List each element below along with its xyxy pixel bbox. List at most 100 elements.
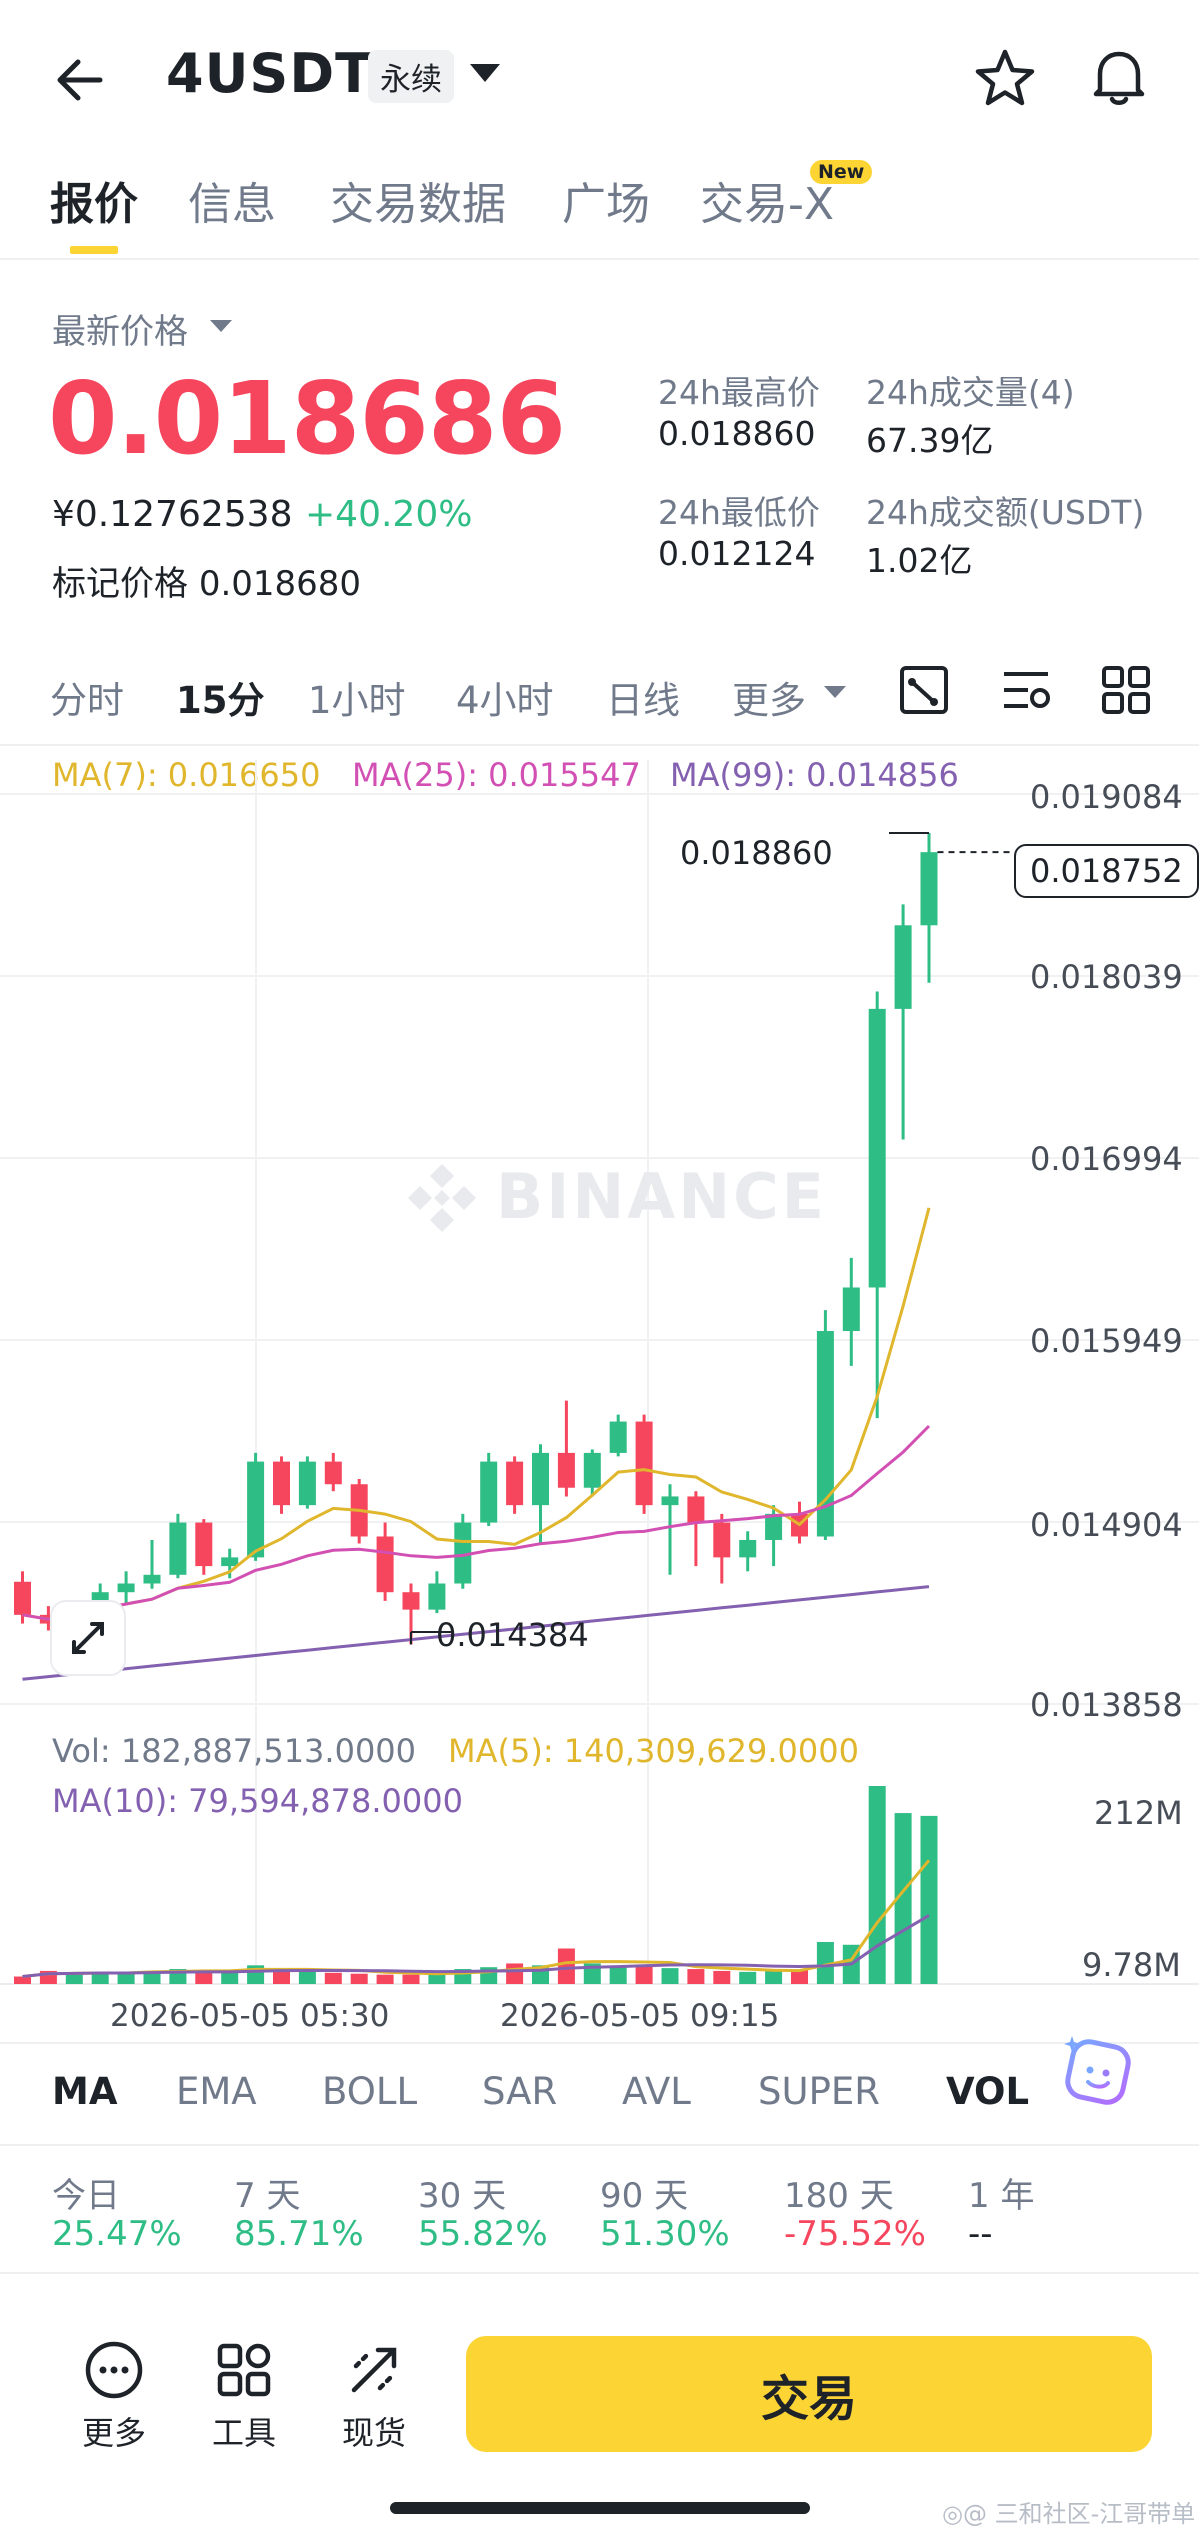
latest-price-caret-icon[interactable]: [210, 320, 232, 332]
chart-top-divider: [0, 744, 1199, 746]
perf-label: 1 年: [968, 2176, 1035, 2216]
candle-body: [480, 1461, 498, 1523]
current-price-tag: 0.018752: [1014, 844, 1199, 898]
candle-body: [868, 1008, 886, 1288]
candle-body: [428, 1583, 446, 1610]
volume-bar: [868, 1786, 886, 1984]
candle-body: [402, 1592, 420, 1610]
ai-assistant-icon[interactable]: [1060, 2030, 1140, 2110]
candle-body: [635, 1421, 653, 1506]
volume-bar: [816, 1941, 834, 1984]
interval-15m[interactable]: 15分: [176, 679, 265, 722]
perf-value: 85.71%: [234, 2214, 364, 2254]
interval-timeline[interactable]: 分时: [50, 679, 124, 722]
candle-body: [842, 1287, 860, 1332]
perf-label: 30 天: [418, 2176, 507, 2216]
candle-body: [169, 1522, 187, 1575]
candle-body: [324, 1461, 342, 1485]
favorite-star-icon[interactable]: [972, 46, 1038, 112]
spot-label: 现货: [341, 2414, 406, 2452]
tools-button[interactable]: 工具: [194, 2340, 294, 2454]
more-button[interactable]: 更多: [64, 2340, 164, 2454]
volume-bar: [791, 1969, 808, 1984]
candle-body: [713, 1522, 731, 1558]
indicator-avl[interactable]: AVL: [622, 2070, 691, 2113]
24h-low-value: 0.012124: [658, 534, 816, 573]
low-price-marker: 0.014384: [436, 1616, 589, 1654]
cny-price: ¥0.12762538: [52, 494, 293, 535]
volume-bar: [376, 1974, 394, 1984]
symbol-dropdown-caret-icon[interactable]: [470, 64, 500, 82]
more-dots-icon: [85, 2341, 143, 2399]
footer-watermark: ◎@ 三和社区-江哥带单: [942, 2500, 1196, 2528]
candle-body: [506, 1461, 524, 1506]
candle-body: [221, 1557, 239, 1567]
drawing-tool-icon[interactable]: [898, 664, 950, 716]
interval-1h[interactable]: 1小时: [308, 679, 406, 722]
indicator-vol[interactable]: VOL: [946, 2070, 1030, 2113]
back-arrow-icon[interactable]: [52, 50, 112, 110]
tab-trade-x[interactable]: 交易-X: [700, 179, 835, 230]
symbol-title[interactable]: 4USDT: [166, 42, 373, 105]
notification-bell-icon[interactable]: [1086, 44, 1152, 110]
tab-square[interactable]: 广场: [562, 179, 650, 230]
perf-label: 7 天: [234, 2176, 301, 2216]
candle-body: [739, 1539, 757, 1558]
chart-settings-icon[interactable]: [1000, 664, 1052, 716]
tab-quote[interactable]: 报价: [50, 179, 138, 230]
volume-bar: [894, 1813, 912, 1984]
indicator-super[interactable]: SUPER: [758, 2070, 880, 2113]
price-axis-label: 0.019084: [1030, 778, 1183, 816]
volume-bar: [324, 1972, 342, 1984]
indicator-sar[interactable]: SAR: [482, 2070, 558, 2113]
volume-bar: [91, 1971, 109, 1984]
kline-chart[interactable]: [0, 740, 1199, 2000]
candle-body: [195, 1522, 213, 1567]
volume-bar: [221, 1971, 239, 1984]
ma25-line: [22, 1424, 931, 1621]
high-price-marker: 0.018860: [680, 834, 833, 872]
tools-grid-icon: [217, 2343, 271, 2397]
grid-layout-icon[interactable]: [1100, 664, 1152, 716]
indicator-ema[interactable]: EMA: [176, 2070, 257, 2113]
interval-1d[interactable]: 日线: [606, 679, 680, 722]
candle-body: [376, 1536, 394, 1593]
tab-info[interactable]: 信息: [188, 179, 276, 230]
candle-body: [117, 1583, 135, 1593]
time-axis-label: 2026-05-05 09:15: [500, 1998, 780, 2034]
indicator-boll[interactable]: BOLL: [322, 2070, 418, 2113]
trade-button[interactable]: 交易: [466, 2336, 1152, 2452]
interval-4h[interactable]: 4小时: [456, 679, 554, 722]
volume-bar: [143, 1970, 161, 1984]
new-badge: New: [810, 160, 873, 184]
perf-value: --: [968, 2214, 993, 2254]
tab-trading-data[interactable]: 交易数据: [330, 179, 506, 230]
candle-body: [454, 1522, 472, 1584]
fullscreen-button[interactable]: [50, 1600, 126, 1676]
volume-bar: [920, 1815, 938, 1984]
price-axis-label: 0.013858: [1030, 1686, 1183, 1724]
perf-label: 今日: [52, 2176, 120, 2216]
volume-bar: [350, 1973, 368, 1984]
volume-bar: [273, 1970, 290, 1984]
volume-bar: [65, 1972, 83, 1984]
candle-body: [143, 1574, 161, 1584]
24h-low-label: 24h最低价: [658, 493, 820, 532]
active-tab-indicator: [70, 246, 118, 254]
home-indicator[interactable]: [390, 2502, 810, 2514]
time-axis-label: 2026-05-05 05:30: [110, 1998, 390, 2034]
interval-more-caret-icon[interactable]: [824, 686, 846, 698]
more-label: 更多: [81, 2414, 146, 2452]
24h-high-value: 0.018860: [658, 414, 816, 453]
spot-button[interactable]: 现货: [324, 2340, 424, 2454]
ma99-line: [22, 1585, 930, 1681]
interval-more[interactable]: 更多: [732, 679, 806, 722]
candle-body: [816, 1331, 834, 1537]
24h-volume-label: 24h成交量(4): [866, 373, 1075, 412]
tools-label: 工具: [211, 2414, 276, 2452]
latest-price-label[interactable]: 最新价格: [52, 312, 188, 352]
ma99-legend: MA(99): 0.014856: [670, 756, 959, 794]
indicator-ma[interactable]: MA: [52, 2070, 118, 2113]
price-change-percent: +40.20%: [305, 494, 473, 535]
binance-watermark: BINANCE: [496, 1160, 827, 1233]
